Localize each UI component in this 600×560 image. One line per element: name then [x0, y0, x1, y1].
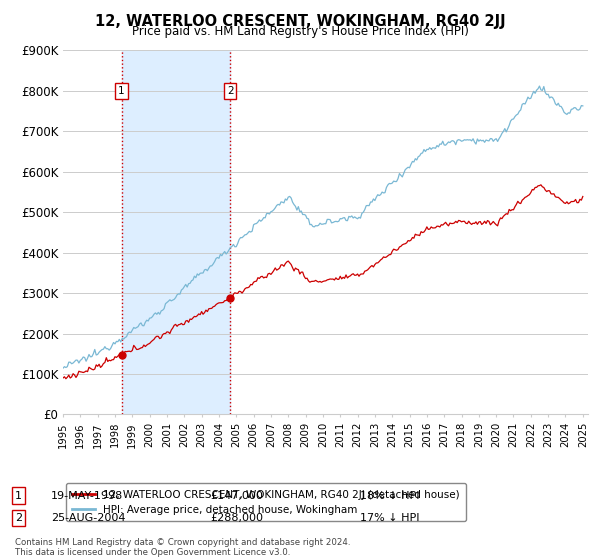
Text: 18% ↓ HPI: 18% ↓ HPI: [360, 491, 419, 501]
Text: 1: 1: [118, 86, 125, 96]
Bar: [122, 50, 230, 414]
Text: Contains HM Land Registry data © Crown copyright and database right 2024.
This d: Contains HM Land Registry data © Crown c…: [15, 538, 350, 557]
Text: 25-AUG-2004: 25-AUG-2004: [51, 513, 125, 523]
Text: Price paid vs. HM Land Registry's House Price Index (HPI): Price paid vs. HM Land Registry's House …: [131, 25, 469, 38]
Text: £147,000: £147,000: [210, 491, 263, 501]
Text: 2: 2: [15, 513, 22, 523]
Text: 2: 2: [227, 86, 233, 96]
Text: 1: 1: [15, 491, 22, 501]
Text: 19-MAY-1998: 19-MAY-1998: [51, 491, 123, 501]
Text: 12, WATERLOO CRESCENT, WOKINGHAM, RG40 2JJ: 12, WATERLOO CRESCENT, WOKINGHAM, RG40 2…: [95, 14, 505, 29]
Legend: 12, WATERLOO CRESCENT, WOKINGHAM, RG40 2JJ (detached house), HPI: Average price,: 12, WATERLOO CRESCENT, WOKINGHAM, RG40 2…: [65, 483, 466, 521]
Text: £288,000: £288,000: [210, 513, 263, 523]
Text: 17% ↓ HPI: 17% ↓ HPI: [360, 513, 419, 523]
